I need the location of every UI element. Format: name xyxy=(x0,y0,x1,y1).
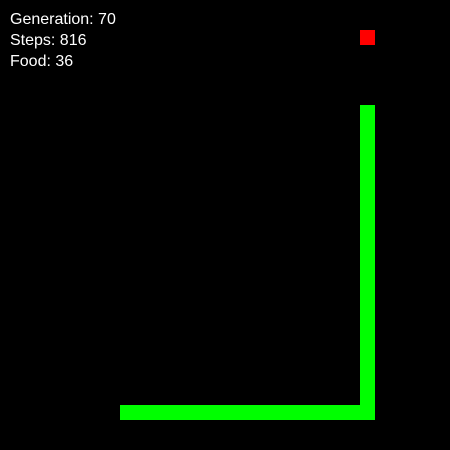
snake-segment xyxy=(360,390,375,405)
snake-segment xyxy=(360,285,375,300)
snake-segment xyxy=(255,405,270,420)
snake-segment xyxy=(360,180,375,195)
snake-segment xyxy=(225,405,240,420)
snake-segment xyxy=(360,330,375,345)
snake-segment xyxy=(270,405,285,420)
snake-segment xyxy=(300,405,315,420)
snake-segment xyxy=(360,240,375,255)
snake-segment xyxy=(285,405,300,420)
food-counter: Food: 36 xyxy=(10,53,74,70)
snake-segment xyxy=(120,405,135,420)
snake-segment xyxy=(165,405,180,420)
snake-segment xyxy=(360,255,375,270)
snake-head xyxy=(360,105,375,120)
hud-stats: Generation: 70 Steps: 816 Food: 36 xyxy=(10,9,116,72)
snake-segment xyxy=(360,405,375,420)
food-pellet xyxy=(360,30,375,45)
snake-segment xyxy=(360,195,375,210)
snake-segment xyxy=(210,405,225,420)
snake-segment xyxy=(195,405,210,420)
snake-segment xyxy=(180,405,195,420)
snake-segment xyxy=(360,225,375,240)
snake-segment xyxy=(330,405,345,420)
snake-segment xyxy=(360,120,375,135)
snake-segment xyxy=(360,210,375,225)
snake-segment xyxy=(360,315,375,330)
snake-segment xyxy=(360,345,375,360)
snake-segment xyxy=(360,135,375,150)
snake-segment xyxy=(135,405,150,420)
snake-segment xyxy=(240,405,255,420)
snake-segment xyxy=(360,375,375,390)
steps-counter: Steps: 816 xyxy=(10,32,87,49)
snake-segment xyxy=(150,405,165,420)
snake-segment xyxy=(360,270,375,285)
snake-segment xyxy=(315,405,330,420)
generation-counter: Generation: 70 xyxy=(10,11,116,28)
snake-segment xyxy=(360,300,375,315)
snake-segment xyxy=(360,150,375,165)
snake-segment xyxy=(360,360,375,375)
snake-segment xyxy=(345,405,360,420)
snake-segment xyxy=(360,165,375,180)
